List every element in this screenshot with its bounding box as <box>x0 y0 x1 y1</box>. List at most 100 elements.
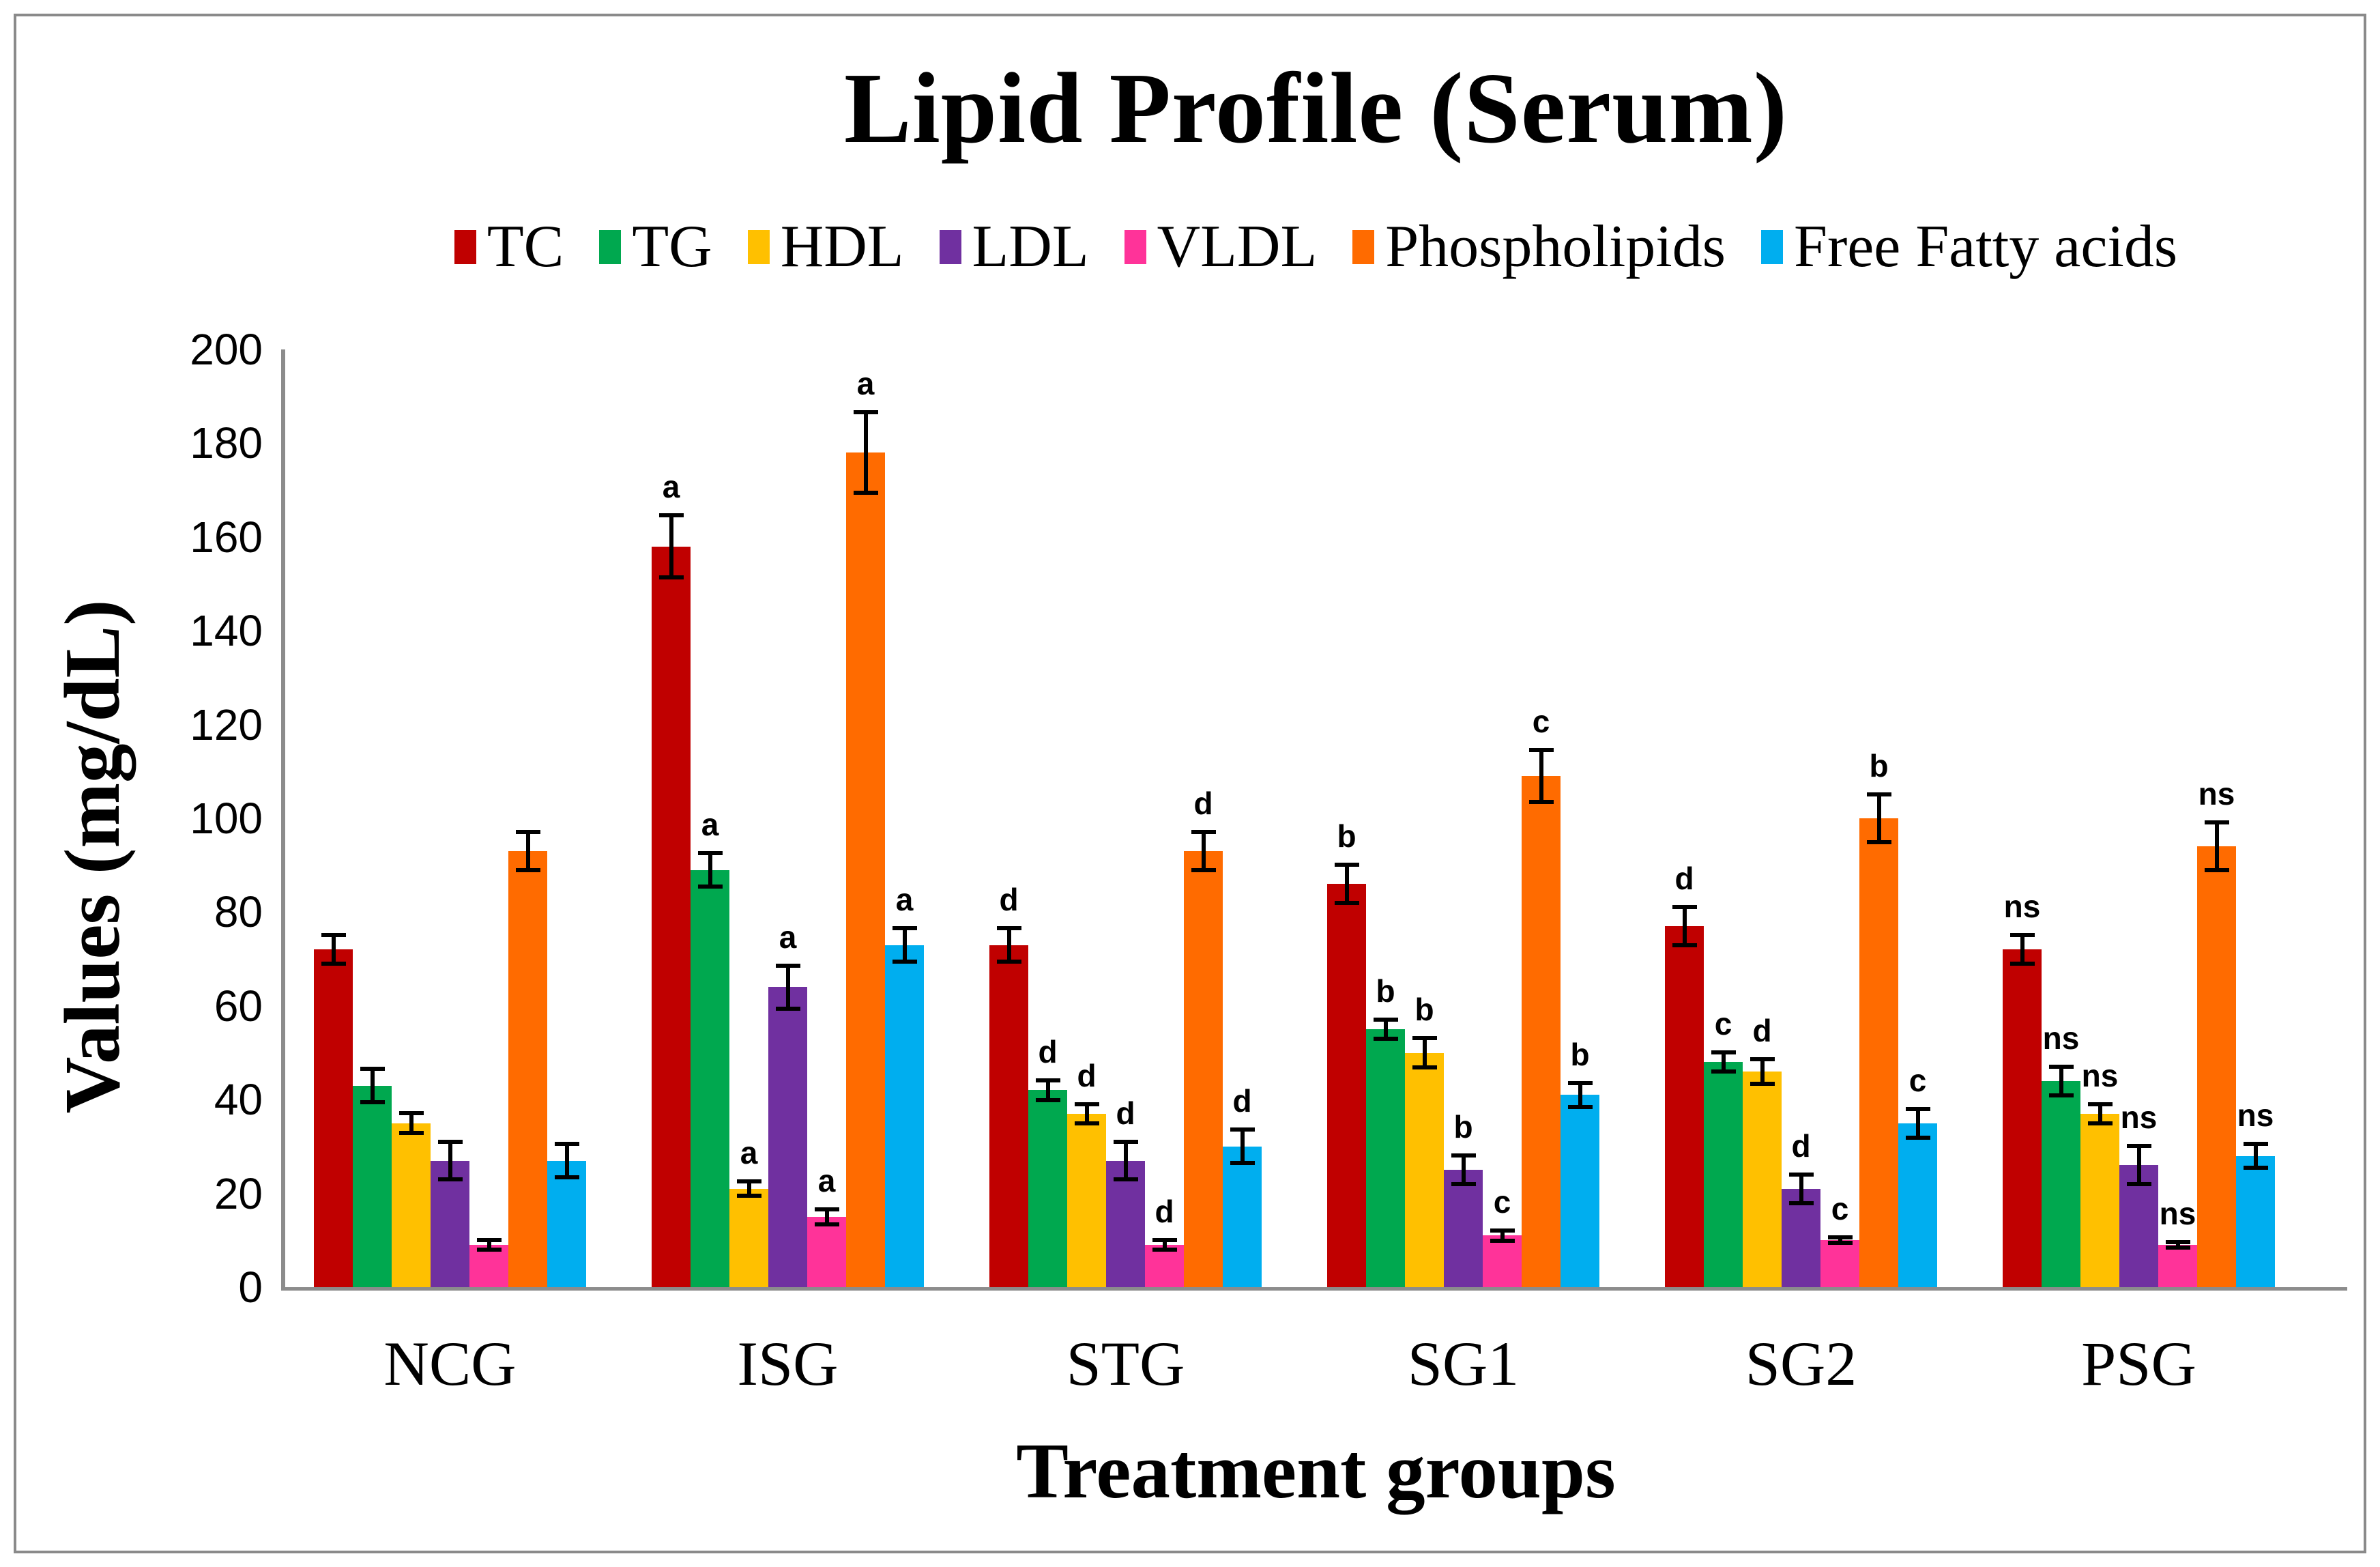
sig-label-free-fatty-acids-sg2: c <box>1909 1062 1927 1098</box>
sig-label-ldl-sg1: b <box>1453 1109 1473 1145</box>
legend-swatch-tc <box>454 230 476 264</box>
error-bar-line <box>1162 1237 1167 1252</box>
sig-label-tg-stg: d <box>1038 1034 1058 1070</box>
bar-free-fatty-acids-isg <box>885 945 924 1287</box>
error-bar-line <box>448 1139 452 1182</box>
bar-phospholipids-psg <box>2197 846 2236 1287</box>
error-bar-cap-bottom <box>814 1222 839 1226</box>
sig-label-tc-psg: ns <box>2003 889 2041 925</box>
error-bar-cap-top <box>1827 1235 1853 1240</box>
y-tick-label: 140 <box>190 606 263 656</box>
error-bar-cap-top <box>360 1067 385 1072</box>
error-bar-cap-bottom <box>554 1175 579 1179</box>
error-bar-cap-top <box>515 830 540 835</box>
y-tick-label: 200 <box>190 325 263 374</box>
error-bar-cap-bottom <box>1412 1065 1437 1069</box>
error-bar-cap-bottom <box>736 1194 761 1198</box>
error-bar-cap-top <box>476 1237 502 1242</box>
error-bar-cap-top <box>1866 792 1891 797</box>
plot-area: a a a a a a a d d d d d d d b b b b c c b d c d d c b c ns ns ns ns ns ns… <box>281 349 2347 1291</box>
error-bar-line <box>902 926 907 964</box>
x-category-label-ncg: NCG <box>383 1329 517 1398</box>
error-bar-line <box>409 1111 413 1135</box>
error-bar-cap-bottom <box>515 868 540 873</box>
error-bar-cap-bottom <box>1334 901 1359 906</box>
error-bar-line <box>1760 1057 1765 1086</box>
error-bar-cap-top <box>658 513 684 518</box>
sig-label-phospholipids-sg1: c <box>1532 703 1550 739</box>
error-bar-line <box>669 513 673 579</box>
sig-label-vldl-isg: a <box>817 1163 836 1199</box>
bar-vldl-sg1 <box>1483 1235 1522 1287</box>
legend-label: TC <box>487 214 564 280</box>
error-bar-line <box>1721 1050 1726 1074</box>
error-bar-line <box>2059 1064 2063 1097</box>
error-bar-cap-bottom <box>2165 1246 2190 1250</box>
error-bar-cap-bottom <box>1672 943 1697 947</box>
bar-free-fatty-acids-sg2 <box>1898 1123 1937 1287</box>
legend-label: Free Fatty acids <box>1794 214 2178 280</box>
legend-swatch-free-fatty-acids <box>1761 230 1783 264</box>
y-tick-label: 40 <box>214 1075 263 1125</box>
x-category-label-sg1: SG1 <box>1407 1329 1520 1398</box>
error-bar-cap-bottom <box>1567 1104 1593 1109</box>
error-bar-line <box>1344 863 1349 906</box>
error-bar-line <box>487 1237 491 1252</box>
error-bar-line <box>708 851 712 889</box>
sig-label-vldl-sg2: c <box>1831 1191 1849 1227</box>
bar-phospholipids-sg1 <box>1522 776 1561 1287</box>
legend-item-tc: TC <box>454 217 564 277</box>
error-bar-cap-top <box>736 1179 761 1183</box>
y-tick-label: 100 <box>190 794 263 843</box>
bar-hdl-ncg <box>392 1123 431 1287</box>
error-bar-cap-bottom <box>1711 1069 1736 1074</box>
bar-vldl-isg <box>807 1216 846 1287</box>
legend-label: VLDL <box>1157 214 1318 280</box>
bar-tg-isg <box>691 869 729 1287</box>
legend-label: Phospholipids <box>1385 214 1726 280</box>
error-bar-cap-top <box>2165 1240 2190 1245</box>
y-tick-label: 60 <box>214 981 263 1031</box>
error-bar-cap-bottom <box>996 959 1021 964</box>
sig-label-ldl-isg: a <box>779 919 797 955</box>
y-tick-label: 80 <box>214 887 263 937</box>
bar-tc-isg <box>652 546 691 1287</box>
error-bar-cap-bottom <box>360 1100 385 1105</box>
bar-hdl-sg2 <box>1743 1071 1782 1287</box>
error-bar-cap-top <box>2087 1102 2113 1106</box>
error-bar-cap-top <box>1451 1153 1476 1158</box>
x-category-label-stg: STG <box>1066 1329 1185 1398</box>
sig-label-free-fatty-acids-psg: ns <box>2237 1097 2274 1134</box>
error-bar-cap-top <box>1035 1078 1060 1083</box>
error-bar-line <box>2214 820 2219 873</box>
error-bar-cap-top <box>1191 830 1216 835</box>
error-bar-cap-top <box>1152 1237 1177 1242</box>
error-bar-cap-bottom <box>2009 962 2035 966</box>
bar-group-ncg <box>314 349 586 1287</box>
error-bar-cap-top <box>321 933 346 938</box>
sig-label-tc-sg1: b <box>1337 818 1356 854</box>
bar-free-fatty-acids-ncg <box>547 1160 586 1287</box>
error-bar-cap-bottom <box>1528 800 1554 805</box>
error-bar-line <box>1876 792 1881 844</box>
error-bar-cap-top <box>2243 1142 2268 1147</box>
legend-item-ldl: LDL <box>939 217 1089 277</box>
chart-title: Lipid Profile (Serum) <box>843 53 1788 164</box>
error-bar-line <box>1799 1172 1803 1205</box>
legend: TC TG HDL LDL VLDL Phospholipids Free Fatty ac… <box>285 217 2347 277</box>
bar-phospholipids-stg <box>1184 851 1223 1287</box>
sig-label-phospholipids-stg: d <box>1193 786 1213 822</box>
legend-swatch-hdl <box>747 230 770 264</box>
legend-label: HDL <box>780 214 904 280</box>
error-bar-cap-top <box>1567 1080 1593 1085</box>
bar-phospholipids-isg <box>846 452 885 1287</box>
y-tick-label: 0 <box>238 1263 263 1312</box>
bar-ldl-isg <box>768 987 807 1287</box>
error-bar-cap-top <box>697 851 723 856</box>
error-bar-cap-bottom <box>476 1248 502 1252</box>
x-category-label-isg: ISG <box>737 1329 839 1398</box>
bar-tc-sg2 <box>1665 926 1704 1287</box>
error-bar-line <box>2136 1144 2141 1187</box>
